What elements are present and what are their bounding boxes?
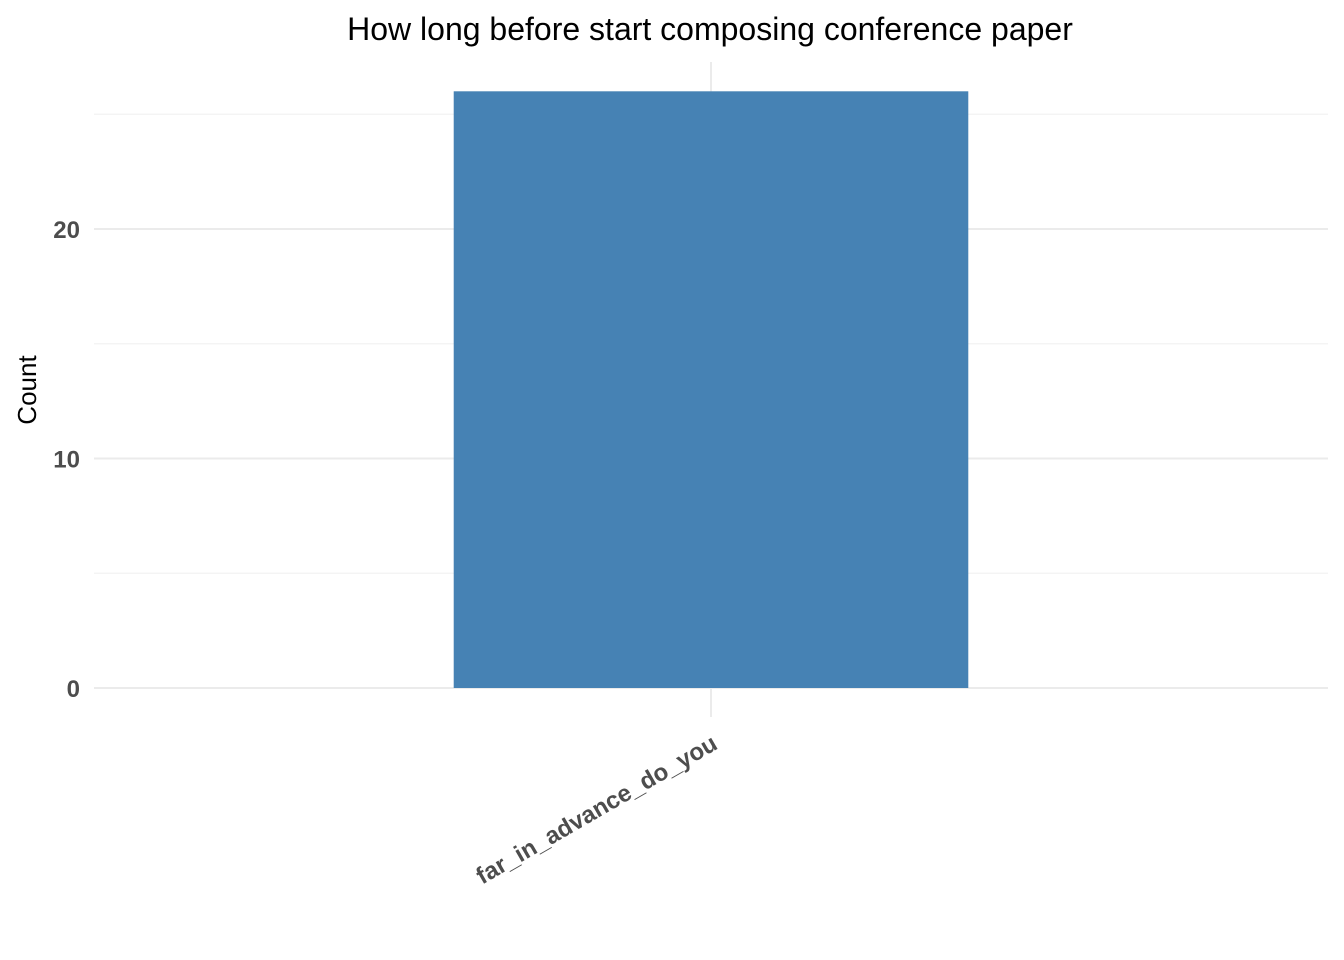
x-axis-ticks: far_in_advance_do_you <box>472 730 722 890</box>
y-tick-label: 20 <box>53 217 80 244</box>
y-axis-label: Count <box>12 355 42 425</box>
y-tick-label: 0 <box>67 676 80 703</box>
y-axis-ticks: 0 10 20 <box>53 217 80 703</box>
x-tick-label: far_in_advance_do_you <box>472 730 722 890</box>
bars <box>453 91 969 689</box>
bar <box>453 91 969 689</box>
chart-title: How long before start composing conferen… <box>347 11 1073 47</box>
y-tick-label: 10 <box>53 447 80 474</box>
